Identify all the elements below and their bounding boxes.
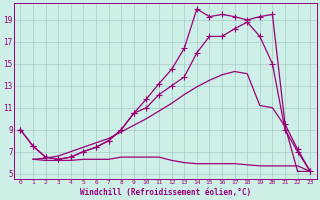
X-axis label: Windchill (Refroidissement éolien,°C): Windchill (Refroidissement éolien,°C): [80, 188, 251, 197]
